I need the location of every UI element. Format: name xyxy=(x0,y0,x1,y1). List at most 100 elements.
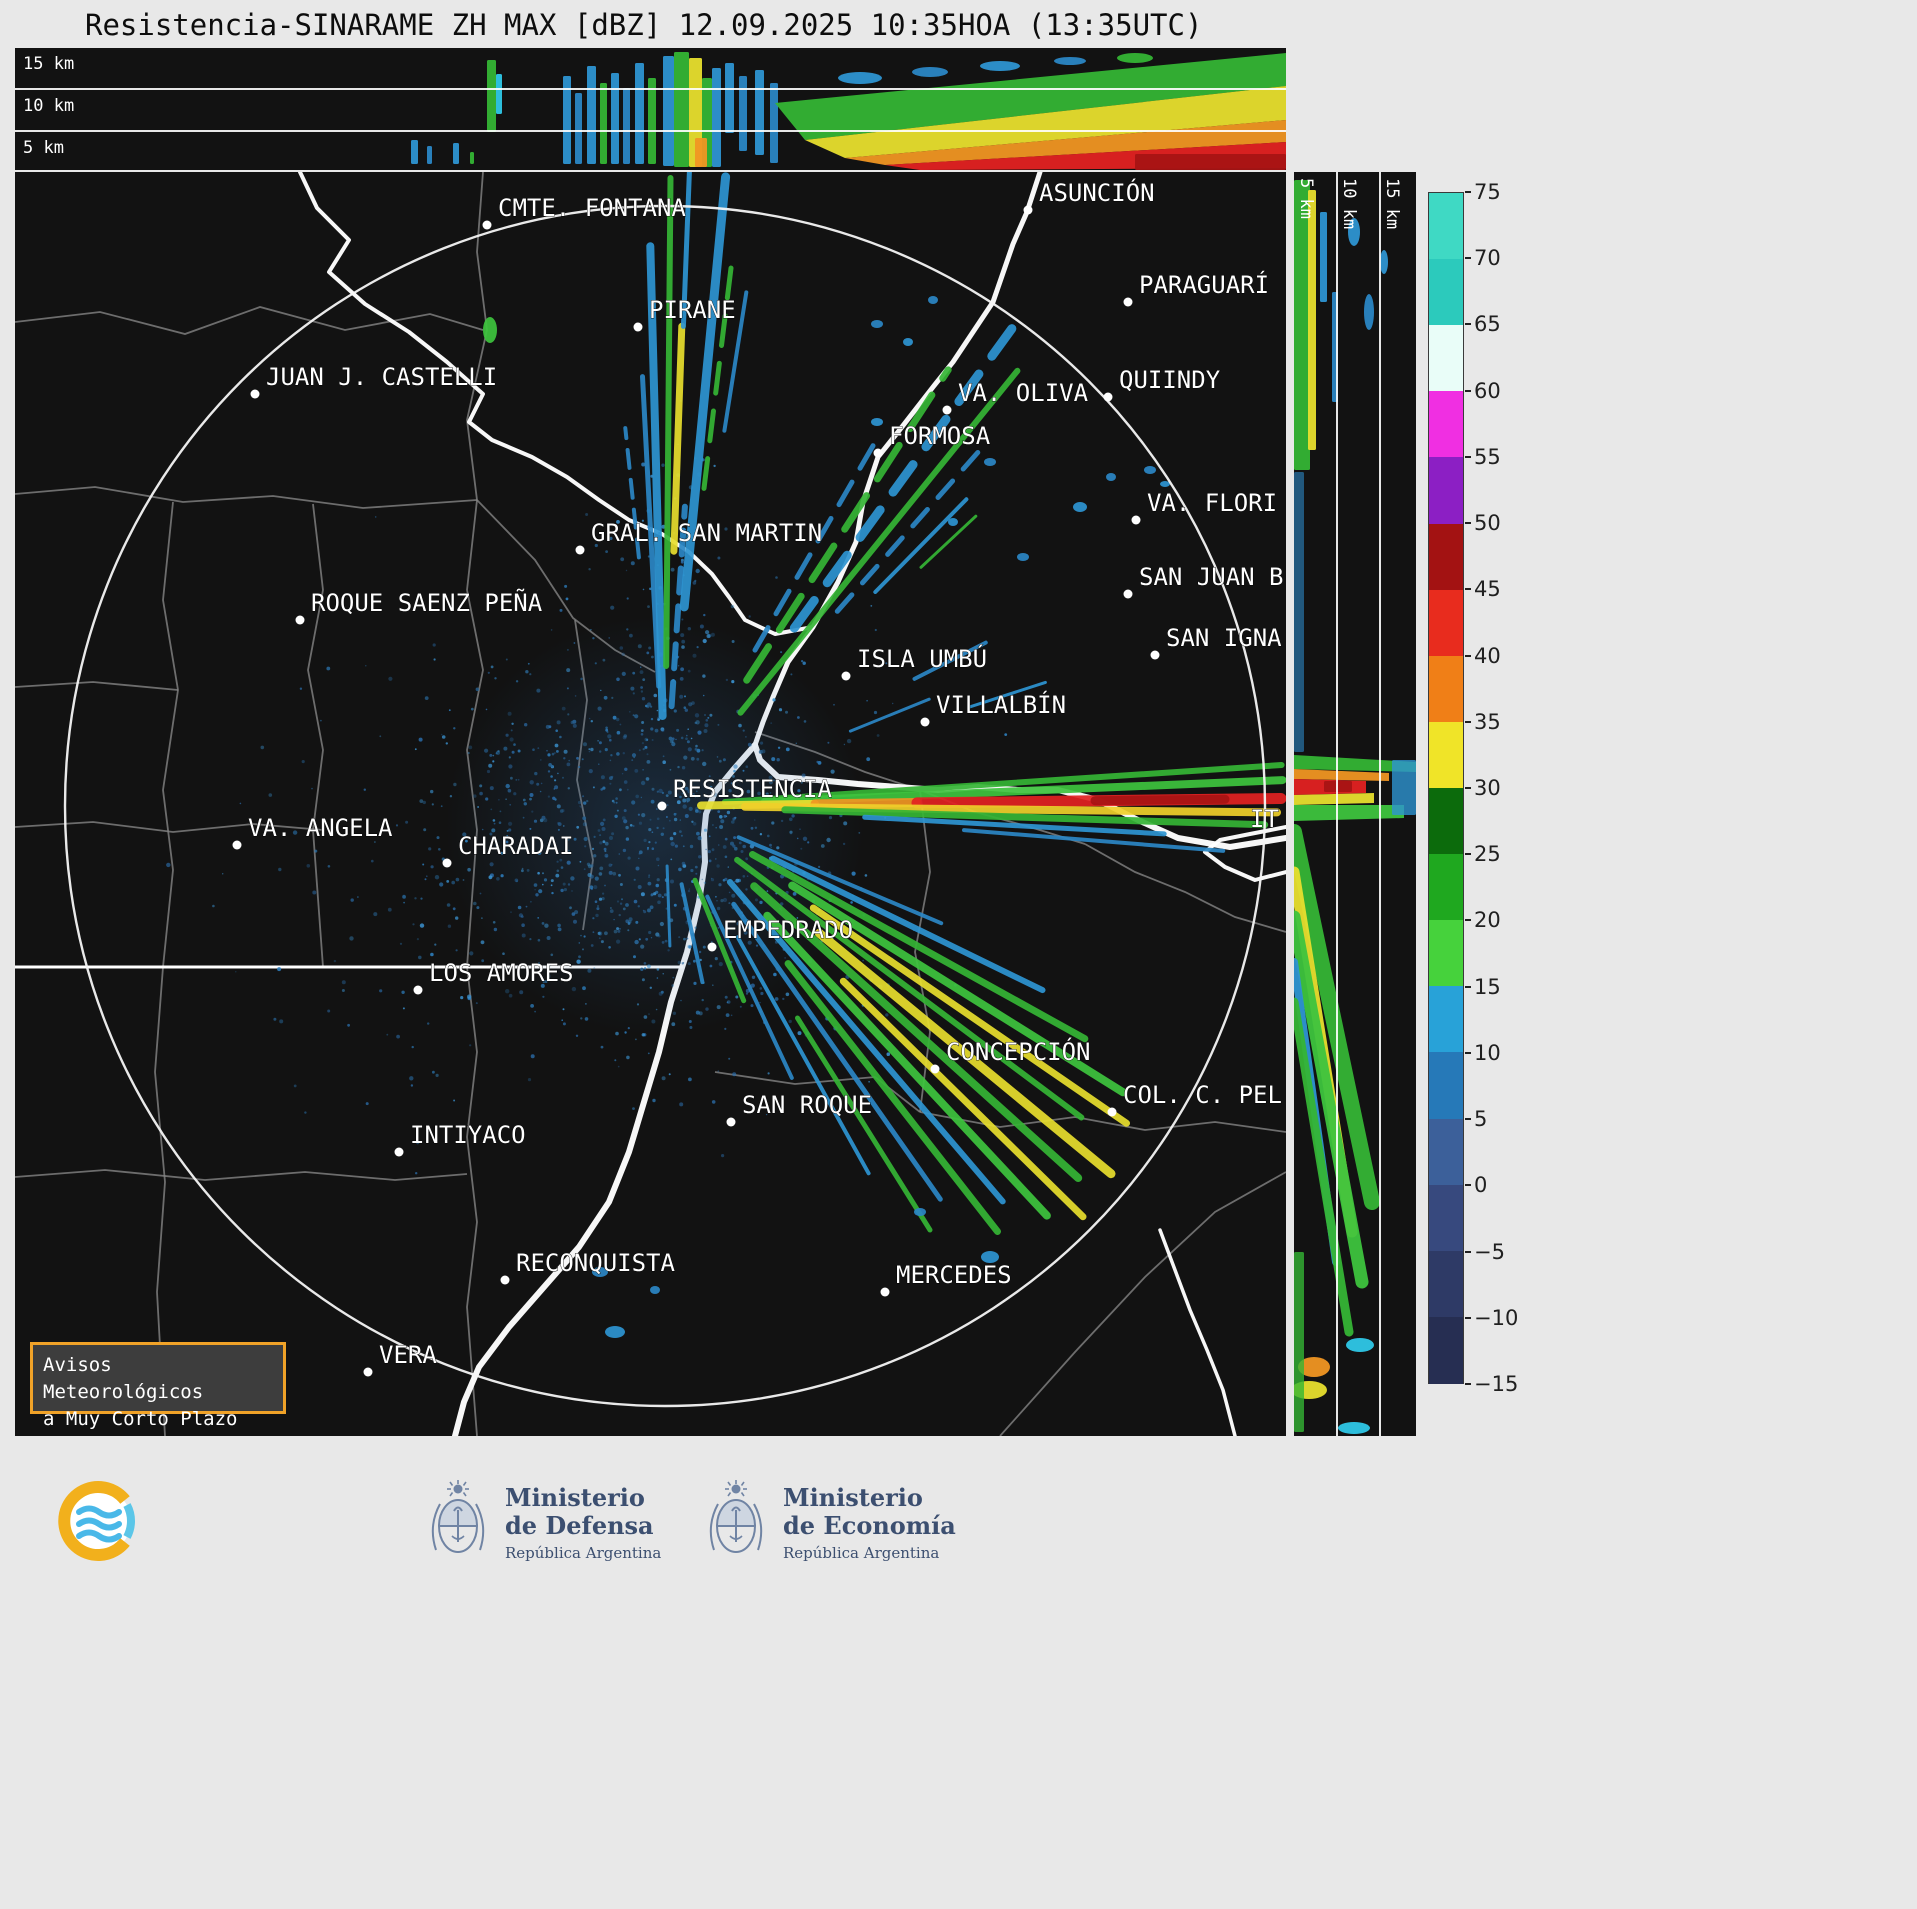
colorbar-tick-label: 70 xyxy=(1474,246,1501,271)
city-dot xyxy=(707,942,717,952)
colorbar-segment xyxy=(1429,854,1463,922)
radar-spoke xyxy=(809,904,1130,1127)
ground-clutter-haze xyxy=(445,616,865,1036)
colorbar-tick-label: 45 xyxy=(1474,577,1501,602)
colorbar-segment xyxy=(1429,391,1463,459)
city-dot xyxy=(1103,392,1113,402)
radar-spoke xyxy=(795,1015,933,1233)
radar-spoke xyxy=(834,444,986,614)
city-label: ROQUE SAENZ PEÑA xyxy=(311,587,543,617)
city-dot xyxy=(1150,650,1160,660)
colorbar-tick-label: −5 xyxy=(1474,1239,1505,1264)
colorbar-tick-mark xyxy=(1465,191,1471,193)
city-dot xyxy=(232,840,242,850)
radar-spoke xyxy=(679,172,731,612)
colorbar-tick-label: 65 xyxy=(1474,312,1501,337)
warning-line2: a Muy Corto Plazo xyxy=(43,1408,238,1430)
colorbar-tick-mark xyxy=(1465,1316,1471,1319)
city-dot xyxy=(250,389,260,399)
radar-spoke xyxy=(749,851,1089,1043)
city-dot xyxy=(633,322,643,332)
radar-spoke xyxy=(623,426,641,560)
warning-line1: Avisos Meteorológicos xyxy=(43,1354,204,1403)
altitude-label: 10 km xyxy=(1339,178,1359,230)
top-echoes xyxy=(411,52,1286,170)
radar-spoke xyxy=(736,835,944,926)
radar-spoke xyxy=(784,960,1001,1235)
radar-spoke xyxy=(722,290,749,433)
city-label: GRAL. SAN MARTIN xyxy=(591,519,822,547)
colorbar-tick-label: 20 xyxy=(1474,908,1501,933)
altitude-grid-line xyxy=(15,130,1286,132)
city-label: IT xyxy=(1250,805,1279,833)
city-label: QUIINDY xyxy=(1119,366,1221,394)
radar-spoke xyxy=(679,882,705,985)
radar-spoke xyxy=(839,977,1087,1221)
radar-spoke xyxy=(760,776,1286,806)
radar-spoke xyxy=(763,911,1051,1220)
side-echoes xyxy=(1294,180,1416,1434)
altitude-grid-line xyxy=(1379,172,1381,1436)
city-dot xyxy=(363,1367,373,1377)
radar-map-panel: CMTE. FONTANA ASUNCIÓN PARAGUARÍ PIRANE JUAN… xyxy=(15,172,1286,1436)
city-label: JUAN J. CASTELLI xyxy=(266,363,497,391)
colorbar-segment xyxy=(1429,655,1463,724)
city-dot xyxy=(295,615,305,625)
city-label: PIRANE xyxy=(649,296,736,324)
city-label: CHARADAI xyxy=(458,832,574,860)
radar-spoke xyxy=(743,366,952,684)
city-dot xyxy=(442,858,452,868)
city-dot xyxy=(482,220,492,230)
smn-logo-icon xyxy=(58,1481,135,1561)
city-label: CONCEPCIÓN xyxy=(946,1036,1091,1066)
radar-spoke xyxy=(692,877,747,1004)
economia-line2: de Economía xyxy=(783,1511,956,1540)
colorbar-tick-label: −10 xyxy=(1474,1305,1519,1330)
city-label: LOS AMORES xyxy=(429,959,574,987)
defensa-wordmark: Ministerio de Defensa República Argentin… xyxy=(505,1484,661,1563)
economia-line1: Ministerio xyxy=(783,1483,923,1512)
city-label: COL. C. PEL xyxy=(1123,1081,1282,1109)
city-label: VA. OLIVA xyxy=(958,379,1089,407)
colorbar-tick-mark xyxy=(1465,919,1471,922)
radar-map-plot: CMTE. FONTANA ASUNCIÓN PARAGUARÍ PIRANE JUAN… xyxy=(15,172,1286,1436)
colorbar-segment xyxy=(1429,986,1463,1054)
radar-spoke xyxy=(726,879,1006,1205)
radar-spoke xyxy=(814,928,1116,1179)
radar-spoke xyxy=(705,894,794,1080)
radar-spoke xyxy=(741,802,1281,817)
radar-echo-spokes xyxy=(623,172,1286,1235)
city-dot xyxy=(873,448,883,458)
altitude-label: 15 km xyxy=(1382,178,1402,230)
side-cross-section-plot xyxy=(1294,180,1416,1434)
city-dot xyxy=(880,1287,890,1297)
radar-spoke xyxy=(789,316,1023,633)
colorbar-tick-label: 10 xyxy=(1474,1040,1501,1065)
city-dot xyxy=(575,545,585,555)
colorbar-tick-label: 60 xyxy=(1474,378,1501,403)
radar-spoke xyxy=(752,431,883,653)
economia-coat-of-arms-icon xyxy=(709,1480,763,1553)
side-cross-section-panel: 5 km 10 km 15 km xyxy=(1294,172,1416,1436)
colorbar-segment xyxy=(1429,1184,1463,1252)
colorbar-tick-mark xyxy=(1465,1118,1471,1121)
colorbar-tick-label: 55 xyxy=(1474,444,1501,469)
city-dot xyxy=(657,801,667,811)
colorbar-segment xyxy=(1429,259,1463,327)
city-label: VA. ANGELA xyxy=(248,814,393,842)
city-label: FORMOSA xyxy=(889,422,991,450)
altitude-label: 5 km xyxy=(1296,178,1316,219)
warning-box[interactable]: Avisos Meteorológicos a Muy Corto Plazo xyxy=(30,1342,286,1430)
city-label: ISLA UMBÚ xyxy=(857,643,987,673)
city-label: SAN IGNA xyxy=(1166,624,1282,652)
radar-echo-blobs xyxy=(483,296,1170,1338)
city-label: PARAGUARÍ xyxy=(1139,270,1269,299)
colorbar-tick-mark xyxy=(1465,455,1471,458)
radar-spoke xyxy=(1090,794,1230,806)
radar-spoke xyxy=(810,798,922,809)
city-label: VA. FLORI xyxy=(1147,489,1277,517)
colorbar-segment xyxy=(1429,1250,1463,1319)
radar-spoke xyxy=(668,503,688,710)
colorbar-tick-mark xyxy=(1465,389,1471,392)
colorbar-tick-label: 15 xyxy=(1474,974,1501,999)
